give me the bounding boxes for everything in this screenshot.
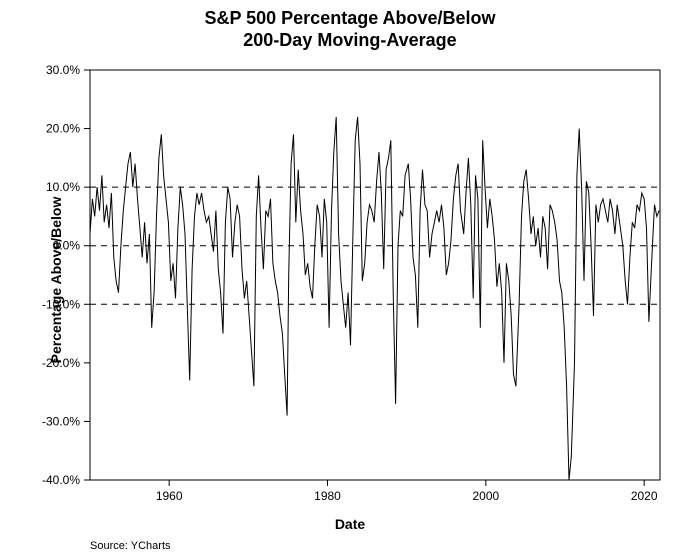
ytick-label: -20.0% <box>42 356 80 370</box>
ytick-label: 20.0% <box>46 122 80 136</box>
plot-border <box>90 70 660 480</box>
x-axis-label: Date <box>0 516 700 532</box>
xtick-label: 2020 <box>631 489 658 503</box>
ytick-label: 0.0% <box>53 239 81 253</box>
ytick-label: -30.0% <box>42 414 80 428</box>
ytick-label: 10.0% <box>46 180 80 194</box>
ytick-label: -40.0% <box>42 473 80 487</box>
ytick-label: -10.0% <box>42 297 80 311</box>
source-text: Source: YCharts <box>90 540 171 552</box>
xtick-label: 1960 <box>156 489 183 503</box>
plot-svg: -40.0% -30.0% -20.0% -10.0% 0.0% 10.0% 20.0% 30… <box>0 0 700 560</box>
xtick-label: 2000 <box>472 489 499 503</box>
ytick-label: 30.0% <box>46 63 80 77</box>
chart-container: S&P 500 Percentage Above/Below 200-Day M… <box>0 0 700 560</box>
data-series <box>90 117 659 480</box>
xtick-label: 1980 <box>314 489 341 503</box>
